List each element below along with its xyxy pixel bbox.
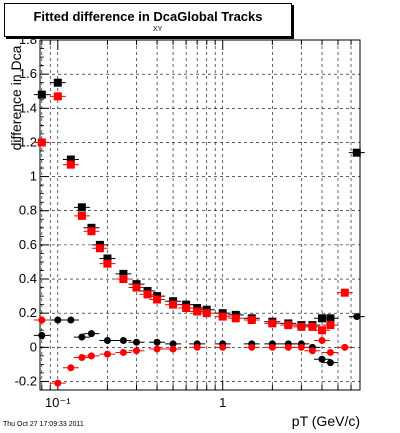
data-point-circle [103, 350, 111, 358]
data-point-square [268, 319, 277, 328]
data-point-square [37, 90, 46, 99]
data-point-circle [193, 343, 201, 351]
x-tick-label: 10⁻¹ [45, 395, 71, 410]
data-point-circle [248, 343, 256, 351]
data-point-square [66, 160, 75, 169]
data-point-square [308, 322, 317, 331]
chart-title-box: Fitted difference in DcaGlobal Tracks XY [4, 3, 292, 37]
data-point-circle [87, 352, 95, 360]
data-point-square [37, 138, 46, 147]
y-tick-label: 1.6 [19, 66, 37, 81]
data-point-circle [132, 338, 140, 346]
data-point-circle [119, 336, 127, 344]
data-point-square [53, 78, 62, 87]
data-point-square [297, 322, 306, 331]
data-point-square [169, 300, 178, 309]
data-point-circle [297, 343, 305, 351]
data-point-circle [153, 345, 161, 353]
data-point-circle [318, 336, 326, 344]
data-point-circle [67, 364, 75, 372]
y-tick-label: -0.2 [15, 373, 37, 388]
data-point-circle [153, 338, 161, 346]
data-point-circle [54, 379, 62, 387]
data-point-circle [78, 354, 86, 362]
data-point-square [77, 211, 86, 220]
data-point-circle [169, 345, 177, 353]
data-point-square [53, 92, 62, 101]
y-tick-label: 0.2 [19, 305, 37, 320]
data-point-circle [78, 333, 86, 341]
data-point-square [247, 316, 256, 324]
data-point-square [143, 290, 152, 299]
data-point-circle [308, 347, 316, 355]
data-point-circle [119, 348, 127, 356]
data-point-square [193, 307, 202, 316]
y-tick-label: 0.8 [19, 203, 37, 218]
data-point-square [284, 321, 293, 330]
y-tick-label: 1.4 [19, 100, 37, 115]
data-point-circle [318, 355, 326, 363]
chart-title-suffix: Global Tracks [177, 9, 263, 24]
data-point-circle [353, 313, 361, 321]
data-point-square [132, 283, 141, 292]
y-tick-label: 0 [30, 339, 37, 354]
data-point-circle [103, 336, 111, 344]
x-axis-label: pT (GeV/c) [291, 413, 360, 429]
data-point-circle [219, 343, 227, 351]
data-point-square [119, 269, 128, 278]
data-point-circle [284, 343, 292, 351]
chart-title: Fitted difference in DcaGlobal Tracks [5, 9, 291, 24]
y-tick-label: 1.2 [19, 134, 37, 149]
data-point-square [231, 314, 240, 323]
data-point-square [317, 326, 326, 335]
data-point-circle [132, 347, 140, 355]
y-axis-label: difference in Dca [8, 45, 24, 151]
data-point-circle [67, 316, 75, 324]
data-point-square [87, 227, 96, 236]
y-tick-label: 1 [30, 169, 37, 184]
data-point-square [77, 203, 86, 212]
data-point-square [202, 309, 211, 318]
data-point-square [340, 288, 349, 297]
data-point-circle [326, 348, 334, 356]
data-point-square [182, 304, 191, 313]
data-point-square [66, 155, 75, 164]
data-point-square [95, 244, 104, 253]
data-point-circle [87, 330, 95, 338]
data-point-circle [38, 331, 46, 339]
data-point-circle [54, 316, 62, 324]
data-point-square [352, 148, 361, 157]
x-tick-label: 1 [219, 395, 226, 410]
data-point-circle [38, 316, 46, 324]
data-point-square [317, 314, 326, 323]
chart-title-subscript: XY [153, 26, 163, 33]
data-point-square [218, 312, 227, 321]
y-tick-label: 0.4 [19, 271, 37, 286]
data-point-square [153, 295, 162, 304]
data-point-square [119, 275, 128, 284]
data-point-circle [341, 343, 349, 351]
y-tick-label: 0.6 [19, 237, 37, 252]
data-point-square [326, 321, 335, 330]
data-point-circle [326, 359, 334, 367]
data-point-circle [169, 340, 177, 348]
data-point-square [103, 254, 112, 263]
data-point-square [103, 259, 112, 268]
timestamp-label: Thu Oct 27 17:09:33 2011 [3, 421, 84, 428]
chart-title-main: Fitted difference in Dca [33, 9, 178, 24]
data-point-square [326, 314, 335, 323]
data-point-circle [268, 343, 276, 351]
